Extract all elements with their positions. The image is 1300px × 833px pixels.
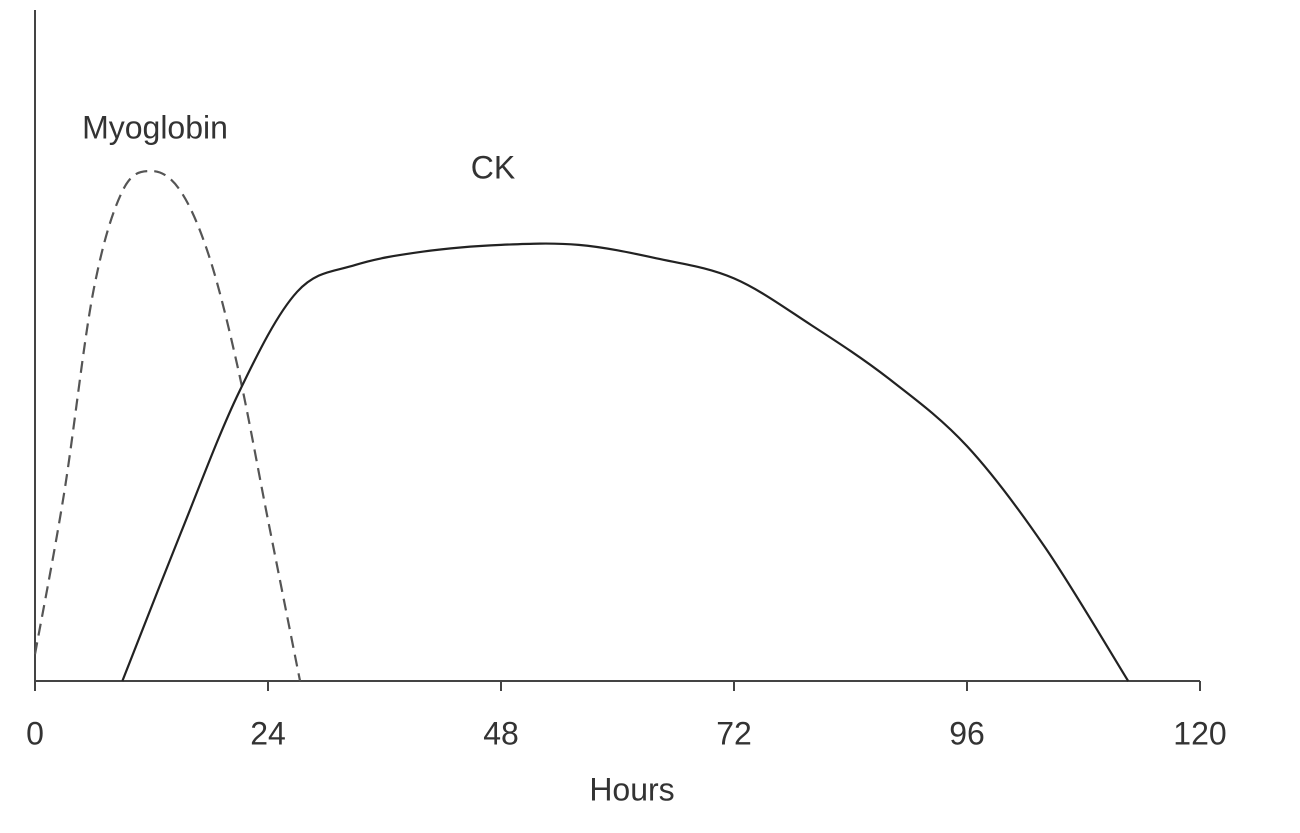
x-tick-label: 0 bbox=[26, 715, 44, 751]
x-axis-label: Hours bbox=[589, 771, 674, 807]
series-label: CK bbox=[471, 149, 515, 185]
x-tick-label: 24 bbox=[250, 715, 286, 751]
x-tick-label: 120 bbox=[1173, 715, 1226, 751]
series-line bbox=[33, 169, 302, 682]
x-tick-label: 72 bbox=[716, 715, 752, 751]
x-tick-label: 96 bbox=[949, 715, 985, 751]
x-tick-label: 48 bbox=[483, 715, 519, 751]
series-line bbox=[121, 242, 1130, 682]
series-label: Myoglobin bbox=[82, 109, 228, 145]
